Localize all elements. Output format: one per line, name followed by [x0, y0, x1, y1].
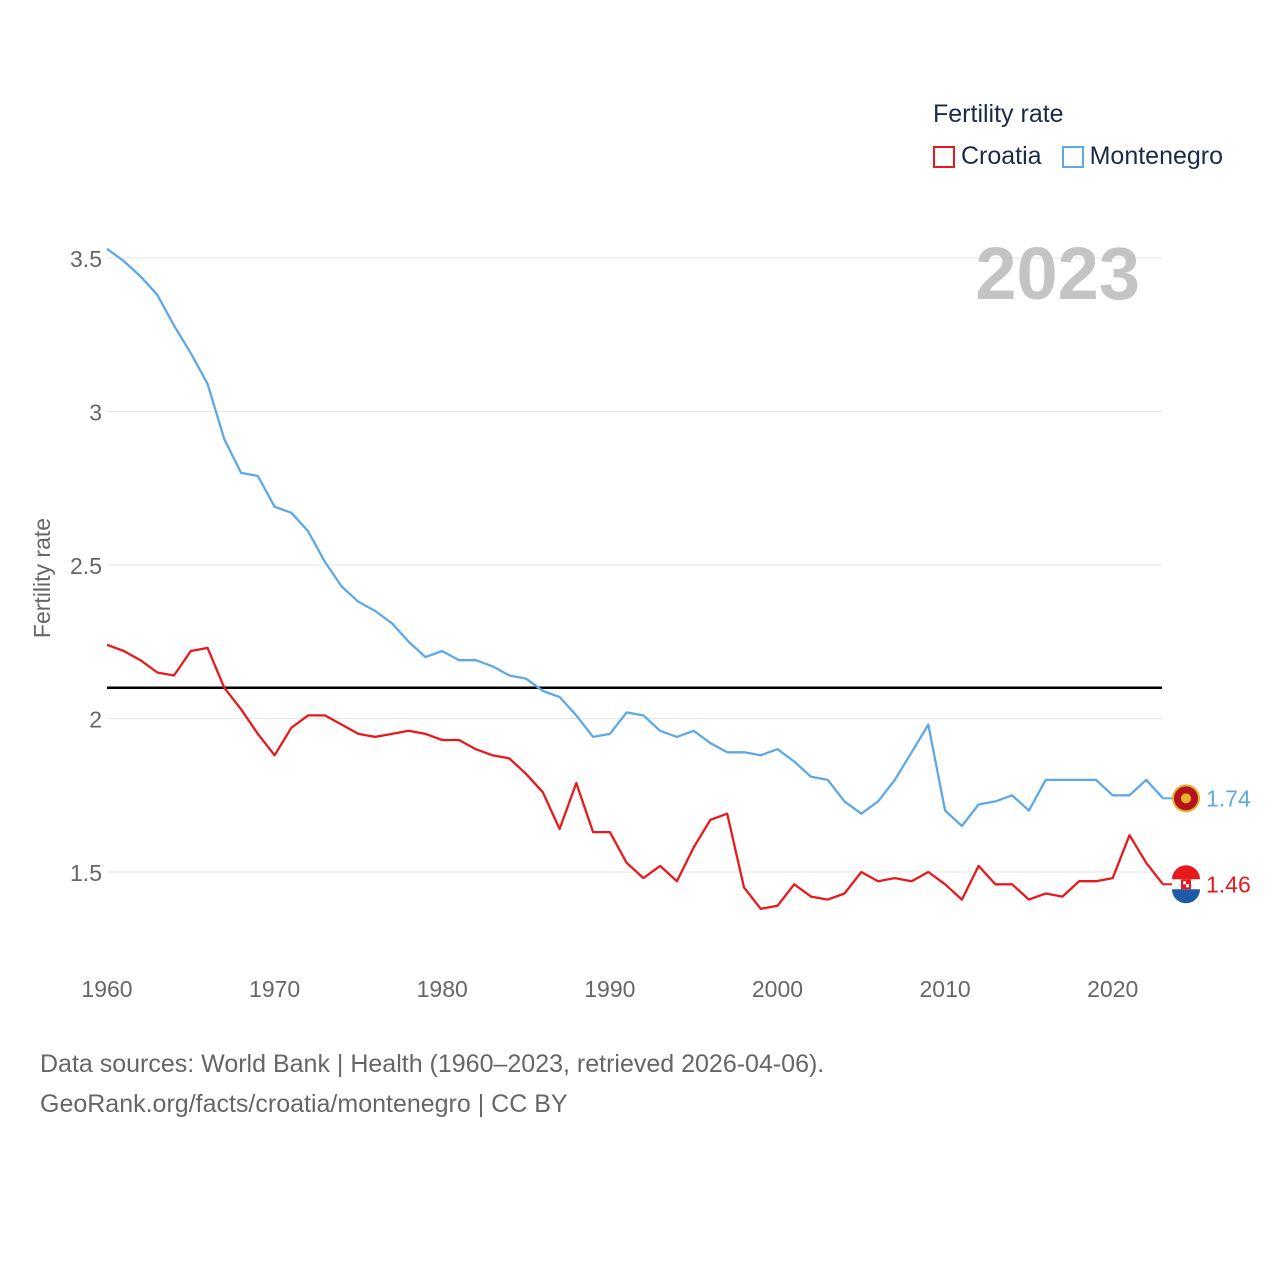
year-label: 2023 — [975, 232, 1140, 315]
x-tick-2020: 2020 — [1087, 976, 1138, 1002]
legend-swatch-montenegro — [1061, 145, 1084, 168]
end-label-montenegro: 1.74 — [1206, 785, 1251, 811]
flag-bottom-blue — [1172, 889, 1200, 904]
footer-sources: Data sources: World Bank | Health (1960–… — [40, 1050, 825, 1078]
flag-montenegro-icon — [1172, 784, 1200, 813]
x-tick-1990: 1990 — [584, 976, 635, 1002]
series-line-montenegro — [106, 247, 1164, 828]
legend-item-montenegro[interactable]: Montenegro — [1061, 142, 1224, 171]
legend-item-croatia[interactable]: Croatia — [933, 142, 1042, 171]
y-tick-1.5: 1.5 — [70, 860, 102, 886]
series-lines — [106, 247, 1164, 910]
y-tick-2: 2 — [89, 707, 102, 733]
end-label-croatia: 1.46 — [1206, 871, 1251, 897]
legend-label-croatia: Croatia — [961, 142, 1042, 170]
legend: Croatia Montenegro — [933, 142, 1243, 171]
y-tick-3: 3 — [89, 400, 102, 426]
flag-top-red — [1172, 865, 1200, 880]
x-tick-1960: 1960 — [81, 976, 132, 1002]
x-tick-2000: 2000 — [752, 976, 803, 1002]
grid-lines — [107, 257, 1162, 873]
series-line-croatia — [106, 643, 1164, 910]
y-tick-2.5: 2.5 — [70, 553, 102, 579]
x-tick-2010: 2010 — [920, 976, 971, 1002]
y-tick-3.5: 3.5 — [70, 246, 102, 272]
x-tick-1980: 1980 — [417, 976, 468, 1002]
legend-title: Fertility rate — [933, 100, 1064, 128]
flag-check-1 — [1183, 881, 1186, 885]
legend-swatch-croatia — [933, 145, 955, 168]
x-tick-1970: 1970 — [249, 976, 300, 1002]
footer: Data sources: World Bank | Health (1960–… — [40, 1044, 824, 1124]
y-tick-labels: 1.5 2 2.5 3 3.5 — [70, 246, 102, 886]
flag-emblem — [1181, 793, 1191, 804]
footer-attribution[interactable]: GeoRank.org/facts/croatia/montenegro | C… — [40, 1090, 568, 1118]
end-markers: 1.46 1.74 — [1163, 784, 1251, 904]
flag-croatia-icon — [1172, 865, 1200, 904]
y-axis-title: Fertility rate — [29, 518, 55, 638]
flag-check-2 — [1186, 884, 1189, 888]
x-tick-labels: 1960 1970 1980 1990 2000 2010 2020 — [81, 976, 1138, 1002]
legend-label-montenegro: Montenegro — [1089, 142, 1224, 170]
